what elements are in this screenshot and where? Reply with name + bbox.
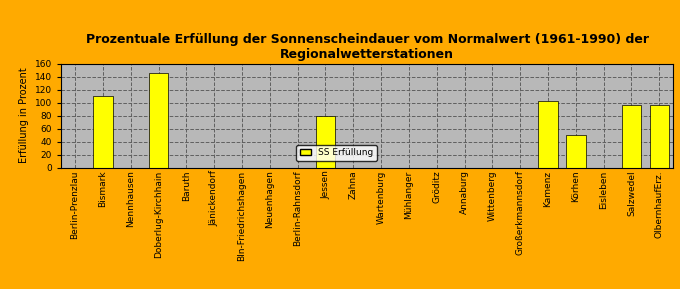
Bar	[93, 96, 113, 168]
Title: Prozentuale Erfüllung der Sonnenscheindauer vom Normalwert (1961-1990) der
Regio: Prozentuale Erfüllung der Sonnenscheinda…	[86, 33, 649, 61]
Bar	[622, 105, 641, 168]
Y-axis label: Erfüllung in Prozent: Erfüllung in Prozent	[19, 68, 29, 164]
Bar	[316, 116, 335, 168]
Bar	[149, 73, 168, 168]
Bar	[566, 135, 585, 168]
Legend: SS Erfüllung: SS Erfüllung	[296, 145, 377, 161]
Bar	[649, 105, 669, 168]
Bar	[539, 101, 558, 168]
